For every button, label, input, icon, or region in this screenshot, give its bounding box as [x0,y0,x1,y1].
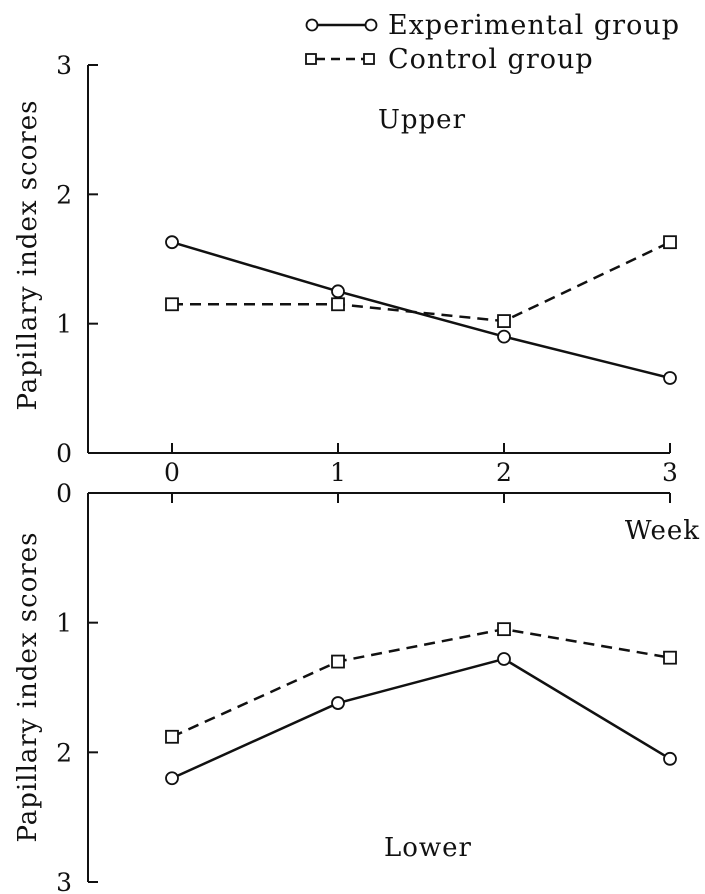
legend-item-control: Control group [305,44,594,75]
legend: Experimental group Control group [305,10,680,75]
upper-experimental-point [165,235,179,250]
upper-experimental-point [331,284,345,299]
upper-experimental-point [497,329,511,344]
lower-control-point [663,650,677,665]
lower-control-point [165,729,179,744]
upper-y-tick-label: 1 [56,310,72,339]
lower-experimental-point [331,696,345,710]
legend-label-control: Control group [388,44,594,75]
upper-y-tick-label: 0 [56,439,72,468]
legend-square-marker [363,53,375,65]
lower-experimental-point [663,751,677,766]
lower-experimental-point [497,652,511,666]
upper-y-tick-label: 2 [56,180,72,209]
lower-control-point [331,654,345,669]
lower-experimental-line [171,657,671,780]
upper-experimental-line [171,240,671,380]
x-tick-label: 1 [330,458,346,487]
lower-y-tick-label: 1 [56,609,72,638]
lower-y-tick-label: 3 [56,868,72,894]
legend-square-marker [305,53,317,65]
upper-y-tick-label: 3 [56,51,72,80]
x-tick-label: 0 [164,458,180,487]
legend-circle-marker [305,18,319,32]
upper-control-point [331,297,345,312]
lower-y-tick-label: 2 [56,738,72,767]
upper-panel: Upper Papillary index scores [13,65,670,494]
lower-panel-title: Lower [384,833,472,863]
upper-control-point [663,235,677,250]
upper-control-point [497,314,511,328]
upper-control-point [165,297,179,312]
x-tick-label: 3 [662,458,678,487]
lower-panel: Lower Papillary index scores Week [13,493,700,882]
legend-circle-marker [364,18,378,32]
chart-marks: 0 1 2 3 0 1 2 3 0 1 2 3 [56,51,678,894]
legend-label-experimental: Experimental group [388,10,680,41]
x-axis-title-week: Week [625,516,700,546]
lower-control-point [497,622,511,637]
lower-y-axis-title: Papillary index scores [13,531,43,842]
legend-item-experimental: Experimental group [305,10,680,41]
lower-y-tick-label: 0 [56,479,72,508]
lower-experimental-point [165,771,179,786]
lower-control-line [171,627,671,738]
upper-experimental-point [663,371,677,385]
upper-y-axis-title: Papillary index scores [13,99,43,410]
upper-panel-title: Upper [378,105,466,135]
x-tick-label: 2 [496,458,512,487]
upper-control-line [172,241,671,323]
